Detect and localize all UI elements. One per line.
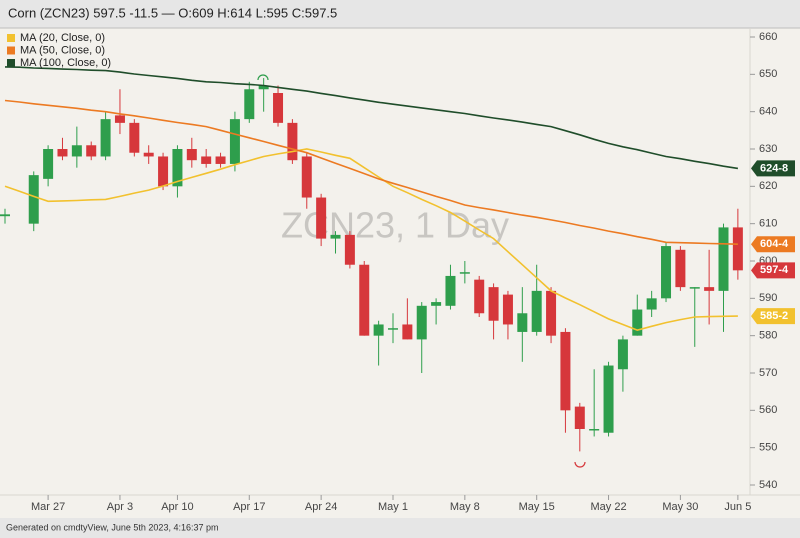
legend-label: MA (100, Close, 0) [20, 57, 111, 69]
x-tick-label: May 15 [519, 501, 555, 513]
low-marker [574, 461, 586, 468]
candle-body [502, 294, 513, 325]
y-tick-label: 560 [759, 404, 777, 416]
candle-body [0, 214, 10, 217]
candle-body [129, 122, 140, 153]
y-tick-label: 540 [759, 479, 777, 491]
candle-body [201, 156, 212, 164]
high-marker [257, 74, 269, 81]
candle-body [675, 249, 686, 288]
y-tick-label: 590 [759, 292, 777, 304]
price-tag-label: 585-2 [760, 310, 788, 322]
candle-body [718, 227, 729, 291]
legend-label: MA (20, Close, 0) [20, 32, 105, 44]
candle-body [86, 145, 97, 157]
price-tag-label: 624-8 [760, 162, 788, 174]
y-tick-label: 580 [759, 330, 777, 342]
candle-body [646, 298, 657, 310]
ma-line [4, 99, 738, 245]
legend-swatch [7, 34, 15, 42]
candle-body [114, 115, 125, 123]
y-tick-label: 650 [759, 68, 777, 80]
candle-body [431, 302, 442, 306]
candle-body [574, 406, 585, 429]
price-tag-label: 597-4 [760, 264, 789, 276]
candle-body [560, 331, 571, 411]
candle-body [229, 119, 240, 164]
y-tick-label: 660 [759, 31, 777, 43]
x-tick-label: May 1 [378, 501, 408, 513]
x-tick-label: Mar 27 [31, 501, 65, 513]
candle-body [517, 313, 528, 332]
price-tag [751, 308, 795, 325]
candle-body [474, 279, 485, 314]
candle-body [100, 119, 111, 157]
candle-body [158, 156, 169, 187]
candle-body [215, 156, 226, 164]
candle-body [704, 287, 715, 291]
legend-label: MA (50, Close, 0) [20, 44, 105, 56]
y-tick-label: 570 [759, 367, 777, 379]
x-tick-label: May 8 [450, 501, 480, 513]
y-tick-label: 630 [759, 143, 777, 155]
candle-body [632, 309, 643, 336]
candle-body [416, 305, 427, 340]
candle-body [546, 290, 557, 336]
candle-body [287, 122, 298, 161]
candle-body [330, 234, 341, 239]
x-tick-label: Apr 17 [233, 501, 265, 513]
chart-title: Corn (ZCN23) 597.5 -11.5 — O:609 H:614 L… [8, 5, 337, 20]
candle-body [172, 149, 183, 187]
x-tick-label: Apr 3 [107, 501, 133, 513]
candle-body [57, 149, 68, 157]
x-tick-label: Apr 10 [161, 501, 193, 513]
watermark: ZCN23, 1 Day [281, 205, 509, 246]
candle-body [316, 197, 327, 239]
candle-body [689, 287, 700, 289]
candle-body [71, 145, 82, 157]
footer-bar [0, 518, 800, 538]
price-tag [751, 236, 795, 253]
y-tick-label: 640 [759, 106, 777, 118]
candle-body [344, 234, 355, 265]
candle-body [273, 93, 284, 123]
candle-body [143, 152, 154, 157]
candle-body [387, 328, 398, 330]
candle-body [28, 175, 39, 224]
legend-swatch [7, 46, 15, 55]
candle-body [258, 85, 269, 90]
x-tick-label: Jun 5 [724, 501, 751, 513]
candle-body [301, 156, 312, 198]
candle-body [244, 89, 255, 120]
candle-body [589, 429, 600, 431]
ma-line [4, 148, 738, 331]
footer: Generated on cmdtyView, June 5th 2023, 4… [6, 522, 218, 532]
x-tick-label: Apr 24 [305, 501, 337, 513]
price-tag [751, 160, 795, 177]
candle-body [459, 272, 470, 274]
candle-body [617, 339, 628, 370]
candle-body [488, 287, 499, 321]
x-tick-label: May 22 [591, 501, 627, 513]
candle-body [445, 275, 456, 306]
candle-body [373, 324, 384, 336]
candle-body [732, 227, 743, 271]
candle-body [186, 149, 197, 161]
candle-body [43, 149, 54, 179]
legend-swatch [7, 59, 15, 67]
ma-line [4, 66, 739, 170]
y-tick-label: 550 [759, 442, 777, 454]
candle-body [359, 264, 370, 336]
candle-body [661, 246, 672, 299]
x-tick-label: May 30 [662, 501, 698, 513]
candle-body [402, 324, 413, 340]
candle-body [531, 290, 542, 332]
price-tag [751, 262, 795, 279]
y-tick-label: 610 [759, 218, 777, 230]
price-tag-label: 604-4 [760, 238, 789, 250]
y-tick-label: 620 [759, 180, 777, 192]
candle-body [603, 365, 614, 433]
header-bar [0, 0, 800, 28]
